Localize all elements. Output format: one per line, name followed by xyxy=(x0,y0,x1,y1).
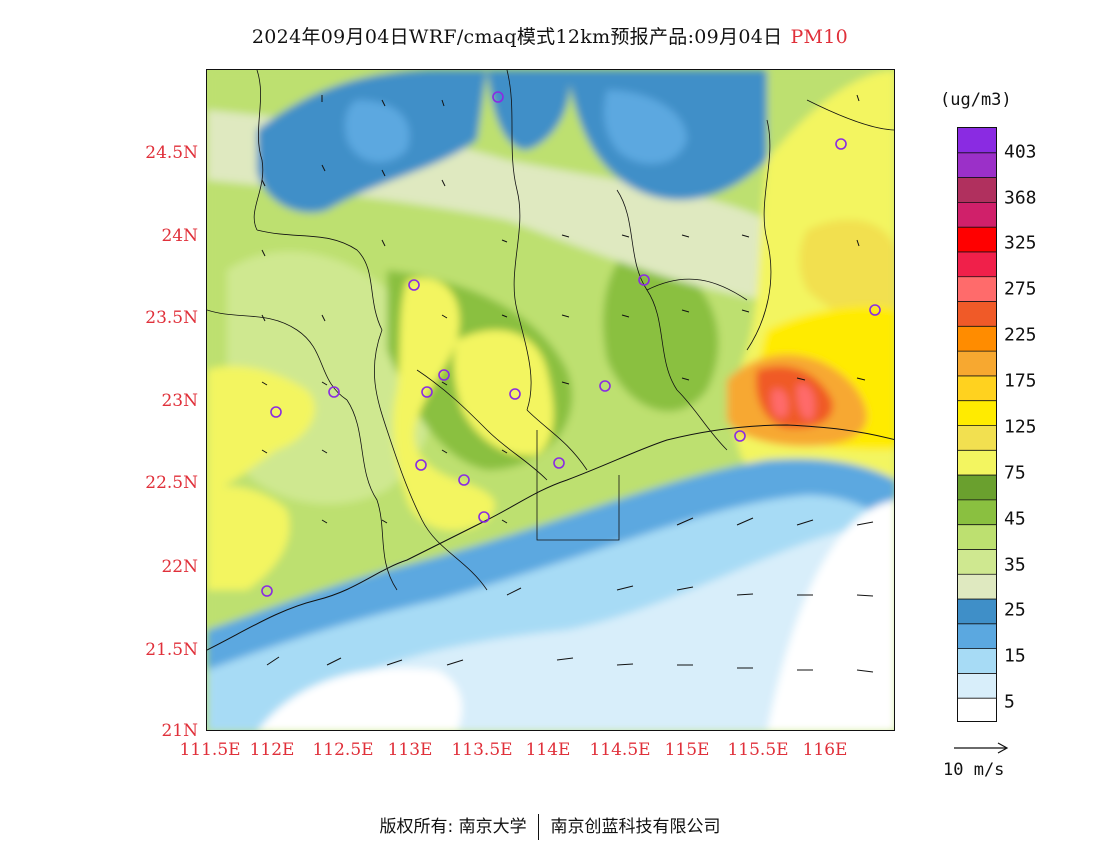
legend-swatch xyxy=(958,425,996,451)
legend-swatch xyxy=(958,450,996,476)
pollutant-label: PM10 xyxy=(790,26,849,48)
legend-swatch xyxy=(958,152,996,179)
admin-borders xyxy=(207,70,894,591)
copyright-footer: 版权所有: 南京大学 南京创蓝科技有限公司 xyxy=(0,812,1100,840)
lon-label-112-5: 112.5E xyxy=(312,740,374,760)
lon-label-115: 115E xyxy=(664,740,710,760)
legend-unit: (ug/m3) xyxy=(940,90,1012,110)
legend-swatch xyxy=(958,574,996,600)
station-circle xyxy=(553,457,565,469)
legend-swatch xyxy=(958,251,996,278)
legend-swatch xyxy=(958,648,996,674)
station-circle xyxy=(261,585,273,597)
station-circle xyxy=(328,386,340,398)
legend-label: 5 xyxy=(1004,691,1015,713)
lat-label-24: 24N xyxy=(161,226,198,246)
legend-swatch xyxy=(958,227,996,253)
legend-label: 175 xyxy=(1004,370,1037,392)
wind-vectors-land xyxy=(261,94,866,524)
coastline xyxy=(207,424,894,651)
chart-title: 2024年09月04日WRF/cmaq模式12km预报产品:09月04日 PM10 xyxy=(0,22,1100,49)
lon-label-114: 114E xyxy=(525,740,571,760)
legend-swatch xyxy=(958,400,996,426)
wind-reference-label: 10 m/s xyxy=(943,760,1005,780)
legend-swatch xyxy=(958,128,996,154)
legend-swatch xyxy=(958,524,996,550)
legend-swatch xyxy=(958,499,996,526)
legend-swatch xyxy=(958,673,996,699)
legend-swatch xyxy=(958,375,996,402)
lat-label-23-5: 23.5N xyxy=(145,308,198,328)
lon-label-112: 112E xyxy=(249,740,295,760)
legend-swatches xyxy=(958,128,996,721)
station-circle xyxy=(408,279,420,291)
lat-label-21: 21N xyxy=(161,721,198,741)
legend-label: 35 xyxy=(1004,554,1026,576)
station-circle xyxy=(270,406,282,418)
color-legend xyxy=(957,127,997,722)
legend-label: 368 xyxy=(1004,187,1037,209)
legend-label: 15 xyxy=(1004,645,1026,667)
lon-label-116: 116E xyxy=(802,740,848,760)
footer-divider xyxy=(538,814,540,840)
legend-label: 275 xyxy=(1004,278,1037,300)
station-circle xyxy=(734,430,746,442)
legend-swatch xyxy=(958,276,996,303)
legend-swatch xyxy=(958,549,996,575)
station-circle xyxy=(478,511,490,523)
station-circle xyxy=(869,304,881,316)
station-circle xyxy=(509,388,521,400)
legend-swatch xyxy=(958,475,996,501)
station-circle xyxy=(458,474,470,486)
station-circle xyxy=(638,274,650,286)
legend-swatch xyxy=(958,351,996,377)
legend-swatch xyxy=(958,202,996,228)
lon-label-115-5: 115.5E xyxy=(727,740,789,760)
station-circle xyxy=(492,91,504,103)
station-markers xyxy=(261,91,881,597)
legend-swatch xyxy=(958,301,996,327)
lat-label-21-5: 21.5N xyxy=(145,640,198,660)
map-svg xyxy=(207,70,894,730)
lat-label-22: 22N xyxy=(161,557,198,577)
lat-label-23: 23N xyxy=(161,391,198,411)
legend-label: 25 xyxy=(1004,599,1026,621)
station-circle xyxy=(599,380,611,392)
wind-vectors xyxy=(266,517,874,673)
legend-swatch xyxy=(958,326,996,352)
legend-label: 75 xyxy=(1004,462,1026,484)
legend-swatch xyxy=(958,177,996,203)
legend-label: 225 xyxy=(1004,324,1037,346)
station-circle xyxy=(438,369,450,381)
title-text: 2024年09月04日WRF/cmaq模式12km预报产品:09月04日 xyxy=(251,26,783,48)
lon-label-113: 113E xyxy=(387,740,433,760)
legend-swatch xyxy=(958,623,996,650)
station-circle xyxy=(421,386,433,398)
legend-label: 325 xyxy=(1004,232,1037,254)
concentration-field xyxy=(207,70,894,730)
copyright-right: 南京创蓝科技有限公司 xyxy=(550,817,721,837)
legend-label: 403 xyxy=(1004,141,1037,163)
legend-label: 125 xyxy=(1004,416,1037,438)
wind-reference-arrow xyxy=(954,742,1009,754)
lat-label-22-5: 22.5N xyxy=(145,473,198,493)
copyright-left: 版权所有: 南京大学 xyxy=(379,817,527,837)
lon-label-113-5: 113.5E xyxy=(451,740,513,760)
lon-label-111-5: 111.5E xyxy=(179,740,241,760)
lon-label-114-5: 114.5E xyxy=(589,740,651,760)
station-circle xyxy=(835,138,847,150)
station-circle xyxy=(415,459,427,471)
concentration-map xyxy=(206,69,895,731)
legend-swatch xyxy=(958,599,996,625)
legend-swatch xyxy=(958,698,996,721)
lat-label-24-5: 24.5N xyxy=(145,143,198,163)
legend-label: 45 xyxy=(1004,508,1026,530)
